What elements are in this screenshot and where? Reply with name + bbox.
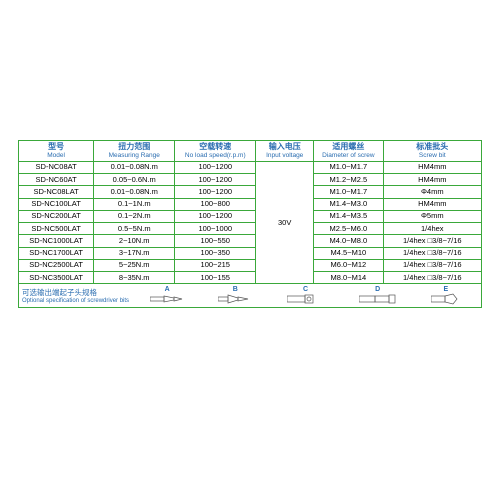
model-cell: SD-NC500LAT [19,223,94,235]
range-cell: 8~35N.m [94,272,175,284]
range-cell: 0.1~1N.m [94,198,175,210]
speed-cell: 100~215 [175,259,256,271]
screw-cell: M4.0~M8.0 [314,235,383,247]
table-row: SD-NC60AT0.05~0.6N.m100~1200 M1.2~M2.5HM4… [19,174,482,186]
model-cell: SD-NC200LAT [19,210,94,222]
bit-cell: HM4mm [383,174,481,186]
model-cell: SD-NC1700LAT [19,247,94,259]
bit-diagram-b: B [218,286,252,305]
col-header-3: 输入电压Input voltage [256,141,314,162]
speed-cell: 100~800 [175,198,256,210]
table-row: SD-NC2500LAT5~25N.m100~215 M6.0~M121/4hex… [19,259,482,271]
range-cell: 0.01~0.08N.m [94,161,175,173]
speed-cell: 100~1000 [175,223,256,235]
bit-cell: HM4mm [383,161,481,173]
screw-cell: M1.0~M1.7 [314,161,383,173]
table-row: SD-NC3500LAT8~35N.m100~155 M8.0~M141/4hex… [19,272,482,284]
bit-cell: 1/4hex □3/8~7/16 [383,272,481,284]
model-cell: SD-NC3500LAT [19,272,94,284]
bit-cell: Φ4mm [383,186,481,198]
footer-en: Optional specification of screwdriver bi… [22,298,129,304]
table-row: SD-NC200LAT0.1~2N.m100~1200 M1.4~M3.5Φ5mm [19,210,482,222]
bit-cell: 1/4hex □3/8~7/16 [383,259,481,271]
screw-cell: M6.0~M12 [314,259,383,271]
range-cell: 3~17N.m [94,247,175,259]
footer-row: 可选输出端起子头规格 Optional specification of scr… [18,284,482,308]
table-row: SD-NC100LAT0.1~1N.m100~800 M1.4~M3.0HM4mm [19,198,482,210]
model-cell: SD-NC2500LAT [19,259,94,271]
bit-diagram-c: C [287,286,325,305]
range-cell: 5~25N.m [94,259,175,271]
speed-cell: 100~155 [175,272,256,284]
table-row: SD-NC1000LAT2~10N.m100~550 M4.0~M8.01/4he… [19,235,482,247]
model-cell: SD-NC60AT [19,174,94,186]
table-row: SD-NC1700LAT3~17N.m100~350 M4.5~M101/4hex… [19,247,482,259]
range-cell: 2~10N.m [94,235,175,247]
col-header-2: 空载转速No load speed(r.p.m) [175,141,256,162]
col-header-5: 标准批头Screw bit [383,141,481,162]
screw-cell: M4.5~M10 [314,247,383,259]
col-header-1: 扭力范围Measuring Range [94,141,175,162]
voltage-cell: 30V [256,161,314,284]
model-cell: SD-NC08LAT [19,186,94,198]
range-cell: 0.5~5N.m [94,223,175,235]
screw-cell: M1.4~M3.5 [314,210,383,222]
model-cell: SD-NC100LAT [19,198,94,210]
speed-cell: 100~1200 [175,210,256,222]
bit-cell: 1/4hex □3/8~7/16 [383,235,481,247]
speed-cell: 100~350 [175,247,256,259]
screw-cell: M8.0~M14 [314,272,383,284]
bit-diagram-d: D [359,286,397,305]
screw-cell: M1.2~M2.5 [314,174,383,186]
bit-cell: Φ5mm [383,210,481,222]
screw-cell: M1.4~M3.0 [314,198,383,210]
screw-cell: M1.0~M1.7 [314,186,383,198]
model-cell: SD-NC08AT [19,161,94,173]
table-row: SD-NC08LAT0.01~0.08N.m100~1200 M1.0~M1.7Φ… [19,186,482,198]
bit-diagram-e: E [431,286,461,305]
col-header-0: 型号Model [19,141,94,162]
speed-cell: 100~1200 [175,174,256,186]
speed-cell: 100~1200 [175,161,256,173]
col-header-4: 适用螺丝Diameter of screw [314,141,383,162]
model-cell: SD-NC1000LAT [19,235,94,247]
screw-cell: M2.5~M6.0 [314,223,383,235]
range-cell: 0.05~0.6N.m [94,174,175,186]
table-row: SD-NC08AT0.01~0.08N.m100~120030VM1.0~M1.… [19,161,482,173]
range-cell: 0.01~0.08N.m [94,186,175,198]
speed-cell: 100~1200 [175,186,256,198]
table-row: SD-NC500LAT0.5~5N.m100~1000 M2.5~M6.01/4h… [19,223,482,235]
bit-diagram-a: A [150,286,184,305]
bit-cell: 1/4hex [383,223,481,235]
footer-cn: 可选输出端起子头规格 [22,287,129,298]
range-cell: 0.1~2N.m [94,210,175,222]
bit-cell: 1/4hex □3/8~7/16 [383,247,481,259]
speed-cell: 100~550 [175,235,256,247]
bit-cell: HM4mm [383,198,481,210]
spec-table: 型号Model扭力范围Measuring Range空载转速No load sp… [18,140,482,284]
